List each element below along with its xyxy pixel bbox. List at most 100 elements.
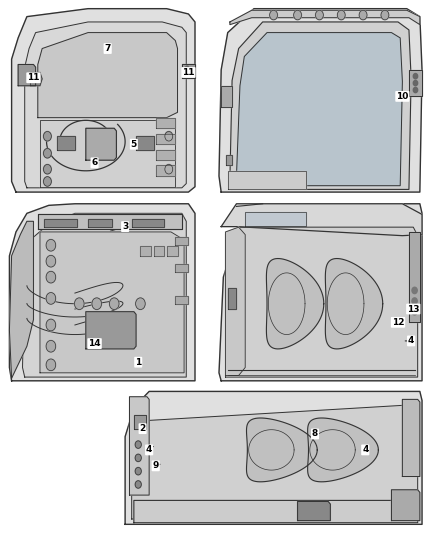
Polygon shape: [226, 227, 418, 377]
Polygon shape: [25, 22, 186, 188]
Text: 5: 5: [131, 140, 137, 149]
Circle shape: [412, 309, 417, 315]
Text: 4: 4: [146, 446, 152, 455]
Circle shape: [46, 359, 56, 370]
Polygon shape: [226, 155, 232, 165]
Text: 12: 12: [392, 318, 404, 327]
Polygon shape: [175, 264, 188, 272]
Circle shape: [135, 467, 141, 475]
Circle shape: [46, 341, 56, 352]
Polygon shape: [297, 502, 330, 521]
Polygon shape: [30, 72, 42, 86]
Polygon shape: [166, 246, 177, 256]
Polygon shape: [130, 397, 149, 495]
Polygon shape: [237, 33, 403, 185]
Polygon shape: [266, 259, 324, 349]
Circle shape: [74, 298, 84, 310]
Text: 7: 7: [105, 44, 111, 53]
Circle shape: [110, 298, 119, 310]
Polygon shape: [325, 259, 383, 349]
Text: 9: 9: [152, 462, 159, 470]
Circle shape: [46, 255, 56, 267]
Polygon shape: [228, 288, 237, 309]
Circle shape: [135, 481, 141, 488]
Polygon shape: [403, 399, 420, 477]
Circle shape: [381, 10, 389, 20]
Circle shape: [413, 80, 418, 86]
Polygon shape: [40, 232, 184, 373]
Polygon shape: [230, 22, 411, 189]
Text: 14: 14: [88, 339, 101, 348]
Polygon shape: [141, 246, 151, 256]
Polygon shape: [155, 118, 175, 128]
Polygon shape: [40, 120, 175, 187]
Text: 10: 10: [396, 92, 409, 101]
Circle shape: [43, 132, 51, 141]
Polygon shape: [44, 219, 77, 227]
Circle shape: [412, 287, 417, 294]
Polygon shape: [86, 312, 136, 349]
Polygon shape: [38, 33, 177, 118]
Polygon shape: [153, 246, 164, 256]
Circle shape: [46, 239, 56, 251]
Text: 2: 2: [139, 424, 146, 433]
Circle shape: [46, 319, 56, 331]
Polygon shape: [12, 9, 195, 192]
Text: 4: 4: [408, 336, 414, 345]
Circle shape: [92, 298, 102, 310]
Circle shape: [359, 10, 367, 20]
Circle shape: [135, 441, 141, 448]
Circle shape: [315, 10, 323, 20]
Polygon shape: [392, 490, 420, 521]
Polygon shape: [57, 136, 75, 150]
Circle shape: [43, 149, 51, 158]
Circle shape: [136, 298, 145, 310]
Polygon shape: [155, 150, 175, 160]
Polygon shape: [136, 136, 153, 150]
Circle shape: [412, 298, 417, 304]
Circle shape: [185, 72, 189, 76]
Text: 11: 11: [182, 68, 194, 77]
Text: 3: 3: [122, 222, 128, 231]
Polygon shape: [247, 418, 317, 482]
Polygon shape: [219, 9, 422, 192]
Circle shape: [46, 271, 56, 283]
Polygon shape: [409, 232, 420, 322]
Text: 8: 8: [312, 430, 318, 439]
Polygon shape: [155, 134, 175, 144]
Polygon shape: [182, 64, 195, 78]
Polygon shape: [10, 204, 195, 381]
Polygon shape: [134, 415, 146, 429]
Text: 1: 1: [135, 358, 141, 367]
Text: 11: 11: [27, 73, 40, 82]
Polygon shape: [230, 10, 420, 25]
Circle shape: [135, 454, 141, 462]
Circle shape: [43, 176, 51, 186]
Text: 13: 13: [407, 304, 420, 313]
Circle shape: [413, 74, 418, 79]
Circle shape: [165, 132, 173, 141]
Polygon shape: [228, 171, 306, 189]
Polygon shape: [219, 204, 422, 381]
Polygon shape: [221, 86, 232, 107]
Polygon shape: [221, 204, 422, 236]
Polygon shape: [245, 212, 306, 226]
Circle shape: [165, 165, 173, 174]
Polygon shape: [132, 219, 164, 227]
Polygon shape: [134, 500, 418, 523]
Polygon shape: [155, 165, 175, 176]
Circle shape: [46, 293, 56, 304]
Circle shape: [270, 10, 278, 20]
Polygon shape: [175, 296, 188, 304]
Polygon shape: [22, 213, 186, 377]
Polygon shape: [125, 391, 422, 524]
Polygon shape: [10, 221, 33, 378]
Polygon shape: [175, 237, 188, 245]
Polygon shape: [18, 64, 35, 86]
Circle shape: [413, 87, 418, 93]
Polygon shape: [86, 128, 117, 160]
Polygon shape: [88, 219, 112, 227]
Text: 6: 6: [92, 158, 98, 167]
Polygon shape: [226, 227, 245, 375]
Circle shape: [43, 165, 51, 174]
